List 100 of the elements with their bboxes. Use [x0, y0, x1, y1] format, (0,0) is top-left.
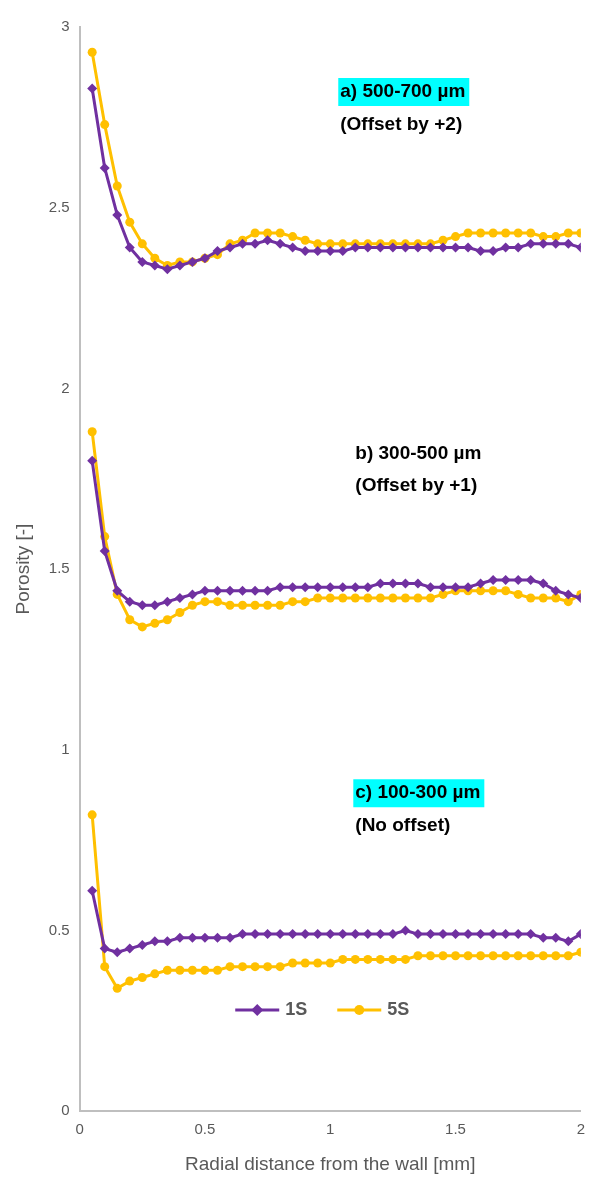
point: [488, 586, 498, 596]
annotation: (No offset): [355, 813, 451, 835]
point: [300, 597, 310, 607]
point: [225, 242, 236, 253]
point: [112, 181, 122, 191]
point: [287, 929, 298, 940]
point: [87, 83, 98, 94]
point: [187, 600, 197, 610]
point: [162, 936, 173, 947]
point: [250, 238, 261, 249]
point: [87, 455, 98, 466]
point: [363, 954, 373, 964]
point: [501, 951, 511, 961]
point: [174, 593, 185, 604]
point: [87, 885, 98, 896]
point: [199, 585, 210, 596]
point: [451, 232, 461, 242]
point: [337, 582, 348, 593]
point: [350, 929, 361, 940]
point: [425, 593, 435, 603]
point: [476, 951, 486, 961]
x-tick-label: 2: [576, 1120, 585, 1138]
point: [137, 256, 148, 267]
annotation: c) 100-300 µm: [355, 781, 481, 803]
point: [300, 958, 310, 968]
point: [175, 965, 185, 975]
y-tick-label: 0.5: [48, 920, 70, 938]
point: [263, 962, 273, 972]
point: [488, 951, 498, 961]
x-tick-label: 0.5: [194, 1120, 216, 1138]
point: [262, 235, 273, 246]
point: [325, 958, 335, 968]
point: [87, 47, 97, 57]
point: [450, 582, 461, 593]
annotation: a) 500-700 µm: [340, 80, 466, 102]
point: [363, 593, 373, 603]
point: [563, 951, 573, 961]
annotation: b) 300-500 µm: [355, 441, 482, 463]
point: [501, 586, 511, 596]
point: [438, 951, 448, 961]
point: [475, 246, 486, 257]
point: [325, 593, 335, 603]
point: [400, 954, 410, 964]
point: [200, 597, 210, 607]
point: [463, 582, 474, 593]
point: [313, 239, 323, 249]
point: [150, 253, 160, 263]
point: [312, 246, 323, 257]
point: [162, 965, 172, 975]
point: [99, 162, 110, 173]
point: [162, 615, 172, 625]
point: [563, 936, 574, 947]
point: [388, 954, 398, 964]
point: [526, 951, 536, 961]
point: [538, 578, 549, 589]
x-tick-label: 0: [75, 1120, 84, 1138]
point: [238, 600, 248, 610]
point: [225, 600, 235, 610]
point: [287, 242, 298, 253]
point: [262, 929, 273, 940]
y-tick-label: 1: [61, 739, 70, 757]
point: [288, 232, 298, 242]
point: [325, 239, 335, 249]
point: [250, 962, 260, 972]
point: [338, 239, 348, 249]
point: [250, 600, 260, 610]
point: [212, 597, 222, 607]
point: [212, 585, 223, 596]
point: [551, 232, 561, 242]
point: [312, 929, 323, 940]
point: [338, 954, 348, 964]
point: [288, 958, 298, 968]
point: [112, 209, 123, 220]
point: [174, 932, 185, 943]
y-tick-label: 1.5: [48, 559, 70, 577]
point: [124, 943, 135, 954]
point: [87, 810, 97, 820]
y-tick-label: 2: [61, 378, 70, 396]
point: [563, 228, 573, 238]
point: [350, 954, 360, 964]
annotation: (Offset by +1): [355, 474, 478, 496]
point: [513, 228, 523, 238]
point: [137, 972, 147, 982]
point: [451, 951, 461, 961]
point: [300, 235, 310, 245]
point: [187, 932, 198, 943]
point: [125, 976, 135, 986]
point: [100, 120, 110, 130]
y-tick-label: 3: [61, 17, 70, 35]
point: [550, 932, 561, 943]
point: [375, 593, 385, 603]
point: [313, 958, 323, 968]
point: [350, 582, 361, 593]
point: [100, 962, 110, 972]
point: [237, 929, 248, 940]
point: [525, 929, 536, 940]
point: [149, 936, 160, 947]
point: [112, 585, 123, 596]
point: [99, 943, 110, 954]
point: [513, 242, 524, 253]
